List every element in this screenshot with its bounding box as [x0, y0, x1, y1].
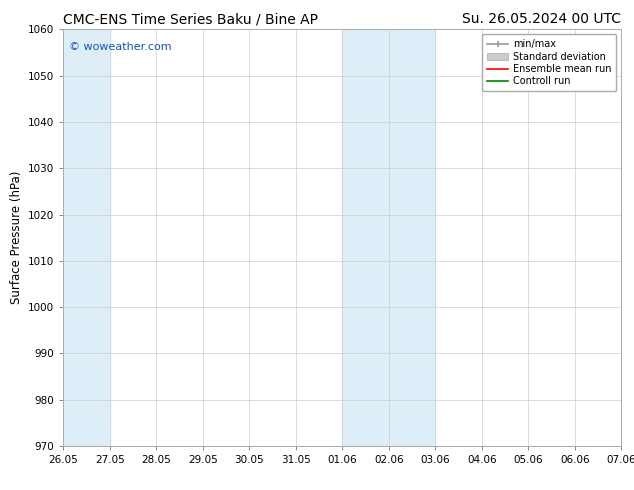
Y-axis label: Surface Pressure (hPa): Surface Pressure (hPa)	[10, 171, 23, 304]
Text: Su. 26.05.2024 00 UTC: Su. 26.05.2024 00 UTC	[462, 12, 621, 26]
Bar	[63, 29, 110, 446]
Text: © woweather.com: © woweather.com	[69, 42, 172, 52]
Text: CMC-ENS Time Series Baku / Bine AP: CMC-ENS Time Series Baku / Bine AP	[63, 12, 318, 26]
Legend: min/max, Standard deviation, Ensemble mean run, Controll run: min/max, Standard deviation, Ensemble me…	[482, 34, 616, 91]
Bar	[342, 29, 436, 446]
